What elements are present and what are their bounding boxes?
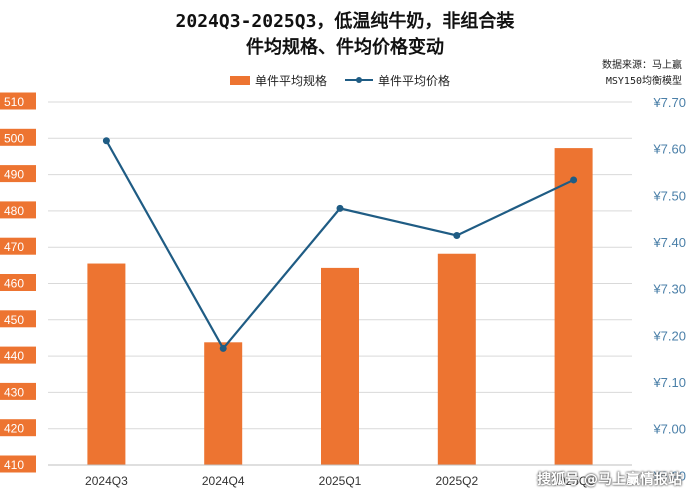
- left-tick-bg: [0, 128, 36, 146]
- left-tick-label: 480: [4, 204, 24, 218]
- watermark: 搜狐号 @马上赢情报站: [537, 472, 682, 488]
- bar-2025Q2: [437, 253, 476, 465]
- left-tick-label: 430: [4, 385, 24, 399]
- right-tick-label: ¥7.10: [652, 375, 686, 390]
- right-tick-label: ¥7.50: [652, 188, 686, 203]
- left-tick-bg: [0, 201, 36, 219]
- left-tick-label: 420: [4, 422, 24, 436]
- left-tick-bg: [0, 455, 36, 473]
- left-tick-label: 460: [4, 277, 24, 291]
- left-tick-label: 440: [4, 349, 24, 363]
- chart-title-line1: 2024Q3-2025Q3，低温纯牛奶，非组合装: [175, 11, 515, 32]
- model-note: MSY150均衡模型: [605, 76, 682, 87]
- x-tick-label: 2025Q3: [552, 474, 595, 488]
- x-tick-label: 2025Q1: [319, 474, 362, 488]
- left-tick-label: 500: [4, 131, 24, 145]
- x-tick-label: 2024Q3: [85, 474, 128, 488]
- bar-2025Q1: [321, 267, 359, 465]
- left-tick-label: 490: [4, 168, 24, 182]
- legend-bar-swatch: [230, 75, 250, 85]
- right-tick-label: ¥7.30: [652, 282, 686, 297]
- bar-2024Q4: [204, 342, 243, 465]
- legend-item-bar: 单件平均规格: [230, 72, 327, 89]
- left-tick-bg: [0, 92, 36, 110]
- left-tick-bg: [0, 237, 36, 255]
- bar-2025Q3: [554, 148, 593, 465]
- left-tick-label: 510: [4, 95, 24, 109]
- right-tick-label: ¥6.90: [652, 468, 686, 483]
- left-tick-label: 470: [4, 240, 24, 254]
- left-tick-bg: [0, 165, 36, 183]
- chart-title-line2: 件均规格、件均价格变动: [246, 37, 444, 58]
- left-tick-label: 410: [4, 458, 24, 472]
- right-tick-label: ¥7.20: [652, 328, 686, 343]
- left-tick-bg: [0, 310, 36, 328]
- price-point-2025Q1: [336, 204, 344, 212]
- price-point-2024Q4: [219, 344, 227, 352]
- source-note: 数据来源：马上赢: [602, 60, 682, 71]
- legend-item-line: 单件平均价格: [345, 72, 450, 89]
- price-point-2025Q2: [453, 231, 461, 239]
- x-tick-label: 2025Q2: [435, 474, 478, 488]
- legend-line-swatch: [345, 77, 374, 83]
- right-tick-label: ¥7.40: [652, 235, 686, 250]
- left-tick-bg: [0, 346, 36, 364]
- left-tick-bg: [0, 419, 36, 437]
- right-tick-label: ¥7.00: [652, 422, 686, 437]
- bar-2024Q3: [87, 263, 126, 465]
- right-tick-label: ¥7.70: [652, 95, 686, 110]
- right-tick-label: ¥7.60: [652, 142, 686, 157]
- price-point-2024Q3: [102, 137, 110, 145]
- legend-line-label: 单件平均价格: [378, 73, 451, 88]
- price-point-2025Q3: [570, 176, 578, 184]
- legend-bar-label: 单件平均规格: [255, 73, 328, 88]
- legend: 单件平均规格 单件平均价格: [230, 72, 468, 88]
- x-tick-label: 2024Q4: [202, 474, 245, 488]
- left-tick-bg: [0, 274, 36, 291]
- left-tick-label: 450: [4, 313, 24, 327]
- left-tick-bg: [0, 382, 36, 400]
